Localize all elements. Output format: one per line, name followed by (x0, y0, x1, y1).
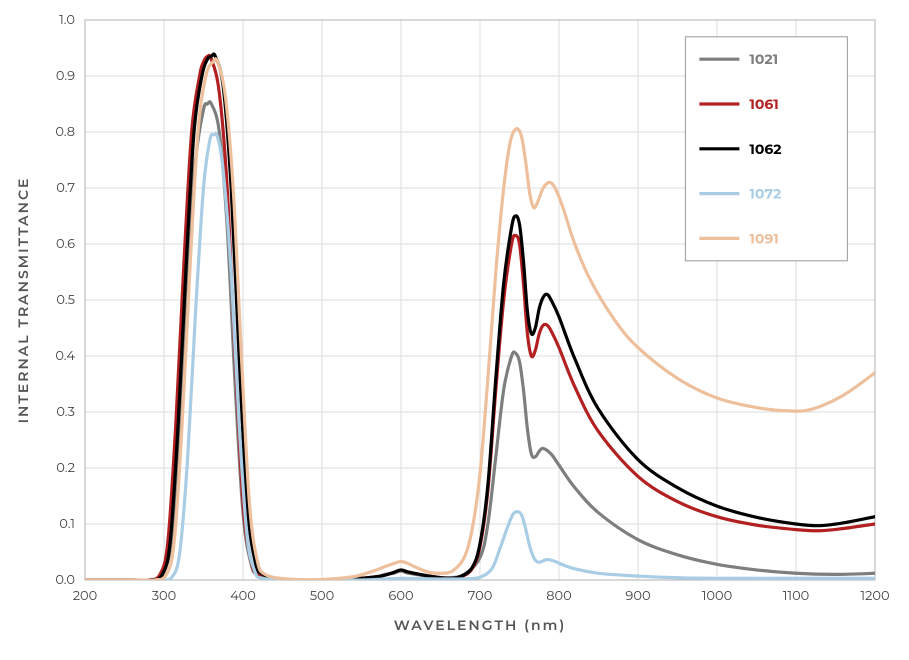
y-tick-label: 0.8 (55, 124, 75, 140)
y-tick-label: 0.6 (56, 236, 75, 252)
y-tick-label: 0.0 (55, 572, 75, 588)
x-tick-label: 600 (388, 588, 413, 604)
legend-label: 1091 (749, 229, 778, 247)
line-chart: 200 300 400 500 600 700 800 900 1000 1100 1200 0.0 0… (0, 0, 909, 660)
x-tick-label: 1200 (860, 588, 889, 604)
y-tick-label: 0.7 (56, 180, 75, 196)
x-tick-label: 400 (230, 588, 256, 604)
y-tick-label: 0.3 (56, 404, 75, 420)
legend-label: 1072 (749, 185, 781, 203)
y-tick-label: 1.0 (59, 12, 75, 28)
y-tick-label: 0.1 (59, 516, 75, 532)
y-tick-label: 0.2 (56, 460, 75, 476)
y-tick-label: 0.4 (55, 348, 75, 364)
legend-label: 1061 (749, 95, 778, 113)
y-tick-label: 0.9 (56, 68, 75, 84)
legend-label: 1021 (749, 50, 778, 68)
legend-label: 1062 (749, 140, 781, 158)
chart-container: { "chart": { "type": "line", "background… (0, 0, 909, 660)
x-tick-label: 200 (73, 588, 98, 604)
y-tick-label: 0.5 (56, 292, 75, 308)
x-axis-title: WAVELENGTH (nm) (394, 616, 566, 634)
x-tick-label: 900 (625, 588, 650, 604)
x-tick-label: 1100 (783, 588, 810, 604)
x-tick-label: 500 (310, 588, 335, 604)
x-tick-label: 300 (152, 588, 177, 604)
y-axis-title: INTERNAL TRANSMITTANCE (14, 177, 32, 424)
x-tick-label: 700 (468, 588, 493, 604)
x-tick-label: 800 (546, 588, 572, 604)
x-tick-label: 1000 (702, 588, 733, 604)
